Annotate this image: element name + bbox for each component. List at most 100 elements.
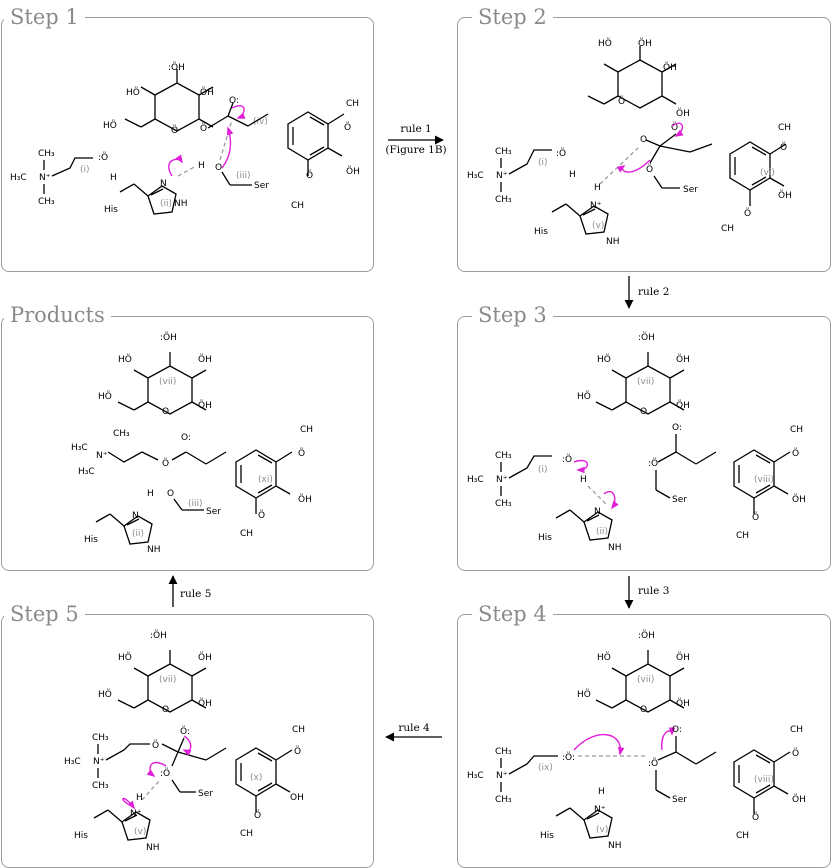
svg-text::ÖH: :ÖH — [150, 630, 167, 641]
svg-text:HÖ: HÖ — [98, 391, 112, 402]
svg-text:CH₃: CH₃ — [92, 733, 109, 743]
svg-text:H₃C: H₃C — [78, 467, 95, 477]
svg-text:Ser: Ser — [672, 495, 687, 505]
svg-text:Ö: Ö — [306, 170, 313, 181]
svg-text:NH: NH — [174, 199, 188, 209]
svg-text:CH: CH — [240, 829, 253, 839]
svg-text:O: O — [162, 705, 169, 715]
svg-text:OH: OH — [290, 793, 304, 803]
svg-text::Ö: :Ö — [160, 768, 170, 779]
svg-text:N⁺: N⁺ — [496, 771, 508, 781]
svg-text:Ser: Ser — [254, 181, 269, 191]
svg-text:NH: NH — [608, 841, 622, 851]
panel-products — [1, 316, 374, 571]
svg-text:Ö: Ö — [752, 812, 759, 823]
title-step-5: Step 5 — [4, 603, 85, 625]
svg-text:O:: O: — [672, 423, 682, 433]
svg-text:(ix): (ix) — [538, 763, 553, 773]
svg-text:H₃C: H₃C — [467, 771, 484, 781]
svg-text:(v): (v) — [596, 825, 608, 835]
svg-text:H: H — [569, 170, 576, 180]
svg-text:ÖH: ÖH — [676, 400, 690, 411]
rule-3-label: rule 3 — [638, 585, 669, 597]
svg-text:(xi): (xi) — [258, 475, 273, 485]
svg-text:N: N — [594, 507, 601, 517]
svg-text:HÖ: HÖ — [118, 354, 132, 365]
svg-text:ÖH: ÖH — [198, 698, 212, 709]
svg-text:His: His — [534, 227, 548, 237]
rule-1-label: rule 1 — [400, 123, 431, 135]
svg-text:ÖH: ÖH — [298, 494, 312, 505]
svg-text:CH₃: CH₃ — [495, 747, 512, 757]
svg-text::Ö:: :Ö: — [562, 752, 575, 763]
svg-text:HÖ: HÖ — [103, 120, 117, 131]
svg-text:Ser: Ser — [672, 795, 687, 805]
svg-text:ÖH: ÖH — [792, 494, 806, 505]
svg-text:N: N — [132, 511, 139, 521]
svg-text:O: O — [215, 163, 222, 173]
svg-text:CH: CH — [790, 425, 803, 435]
arrow-rule-3: rule 3 — [624, 576, 669, 609]
svg-text::Ö: :Ö — [648, 758, 658, 769]
svg-text:Ö:: Ö: — [180, 726, 190, 737]
svg-text:Ö: Ö — [171, 125, 178, 136]
svg-text:(ii): (ii) — [132, 529, 144, 539]
svg-text:Ö: Ö — [780, 142, 787, 153]
arrow-rule-1: rule 1 (Figure 1B) — [385, 123, 446, 156]
svg-text:O:: O: — [672, 725, 682, 735]
svg-text:O: O — [162, 407, 169, 417]
svg-text:H₃C: H₃C — [467, 171, 484, 181]
svg-text:CH: CH — [291, 201, 304, 211]
panel-step-3 — [457, 316, 831, 571]
svg-text:(vii): (vii) — [637, 377, 654, 387]
svg-text:(vii): (vii) — [159, 377, 176, 387]
svg-text:N⁺: N⁺ — [594, 805, 606, 815]
svg-text:N⁺: N⁺ — [130, 809, 142, 819]
svg-text:Ö: Ö — [344, 122, 351, 133]
svg-text:ÖH: ÖH — [778, 190, 792, 201]
svg-text:(iv): (iv) — [253, 117, 268, 127]
svg-text:NH: NH — [606, 237, 620, 247]
svg-text:CH₃: CH₃ — [495, 795, 512, 805]
svg-text:CH₃: CH₃ — [495, 195, 512, 205]
svg-text:O:: O: — [181, 433, 191, 443]
svg-text:N⁺: N⁺ — [496, 171, 508, 181]
svg-text::Ö: :Ö — [98, 152, 108, 163]
svg-text:CH: CH — [240, 529, 253, 539]
svg-text:CH: CH — [736, 531, 749, 541]
svg-text:N⁺: N⁺ — [496, 475, 508, 485]
svg-text:(viii): (viii) — [754, 775, 774, 785]
svg-text::ÖH: :ÖH — [638, 332, 655, 343]
svg-text:ÖH: ÖH — [638, 38, 652, 49]
svg-text:Ö: Ö — [258, 510, 265, 521]
step1-diagram: :ÖH HÖ ÖH HÖ Ö Ö (iv) O: CH Ö ÖH Ö CH H₃… — [10, 62, 360, 215]
title-step-3: Step 3 — [472, 304, 553, 326]
svg-text:CH: CH — [790, 725, 803, 735]
svg-text:N⁺: N⁺ — [96, 451, 108, 461]
svg-text:(iii): (iii) — [188, 499, 203, 509]
svg-text:H: H — [136, 793, 143, 803]
svg-text:O:: O: — [229, 96, 239, 106]
svg-text:Ser: Ser — [683, 185, 698, 195]
step5-diagram: (vii) :ÖH HÖ ÖH HÖ O ÖH H₃C N⁺ CH₃ CH₃ Ö… — [64, 630, 305, 853]
svg-text:CH₃: CH₃ — [38, 149, 55, 159]
rule-1-sublabel: (Figure 1B) — [385, 144, 446, 156]
svg-text:(x): (x) — [250, 773, 262, 783]
svg-text:ÖH: ÖH — [676, 354, 690, 365]
svg-text:CH₃: CH₃ — [92, 781, 109, 791]
svg-text:HÖ: HÖ — [98, 689, 112, 700]
svg-text:N⁺: N⁺ — [590, 201, 602, 211]
svg-text:N⁺: N⁺ — [93, 757, 105, 767]
svg-text:CH: CH — [292, 725, 305, 735]
svg-text:ÖH: ÖH — [200, 87, 214, 98]
step4-diagram: (vii) :ÖH HÖ ÖH HÖ O ÖH H₃C N⁺ CH₃ CH₃ (… — [467, 630, 806, 851]
svg-text:CH: CH — [736, 831, 749, 841]
svg-text:HÖ: HÖ — [577, 391, 591, 402]
svg-text:(i): (i) — [538, 465, 548, 475]
title-step-4: Step 4 — [472, 603, 553, 625]
arrow-rule-5: rule 5 — [168, 575, 211, 607]
rule-5-label: rule 5 — [180, 588, 211, 600]
svg-text:H: H — [110, 173, 117, 183]
svg-text:Ö: Ö — [294, 746, 301, 757]
